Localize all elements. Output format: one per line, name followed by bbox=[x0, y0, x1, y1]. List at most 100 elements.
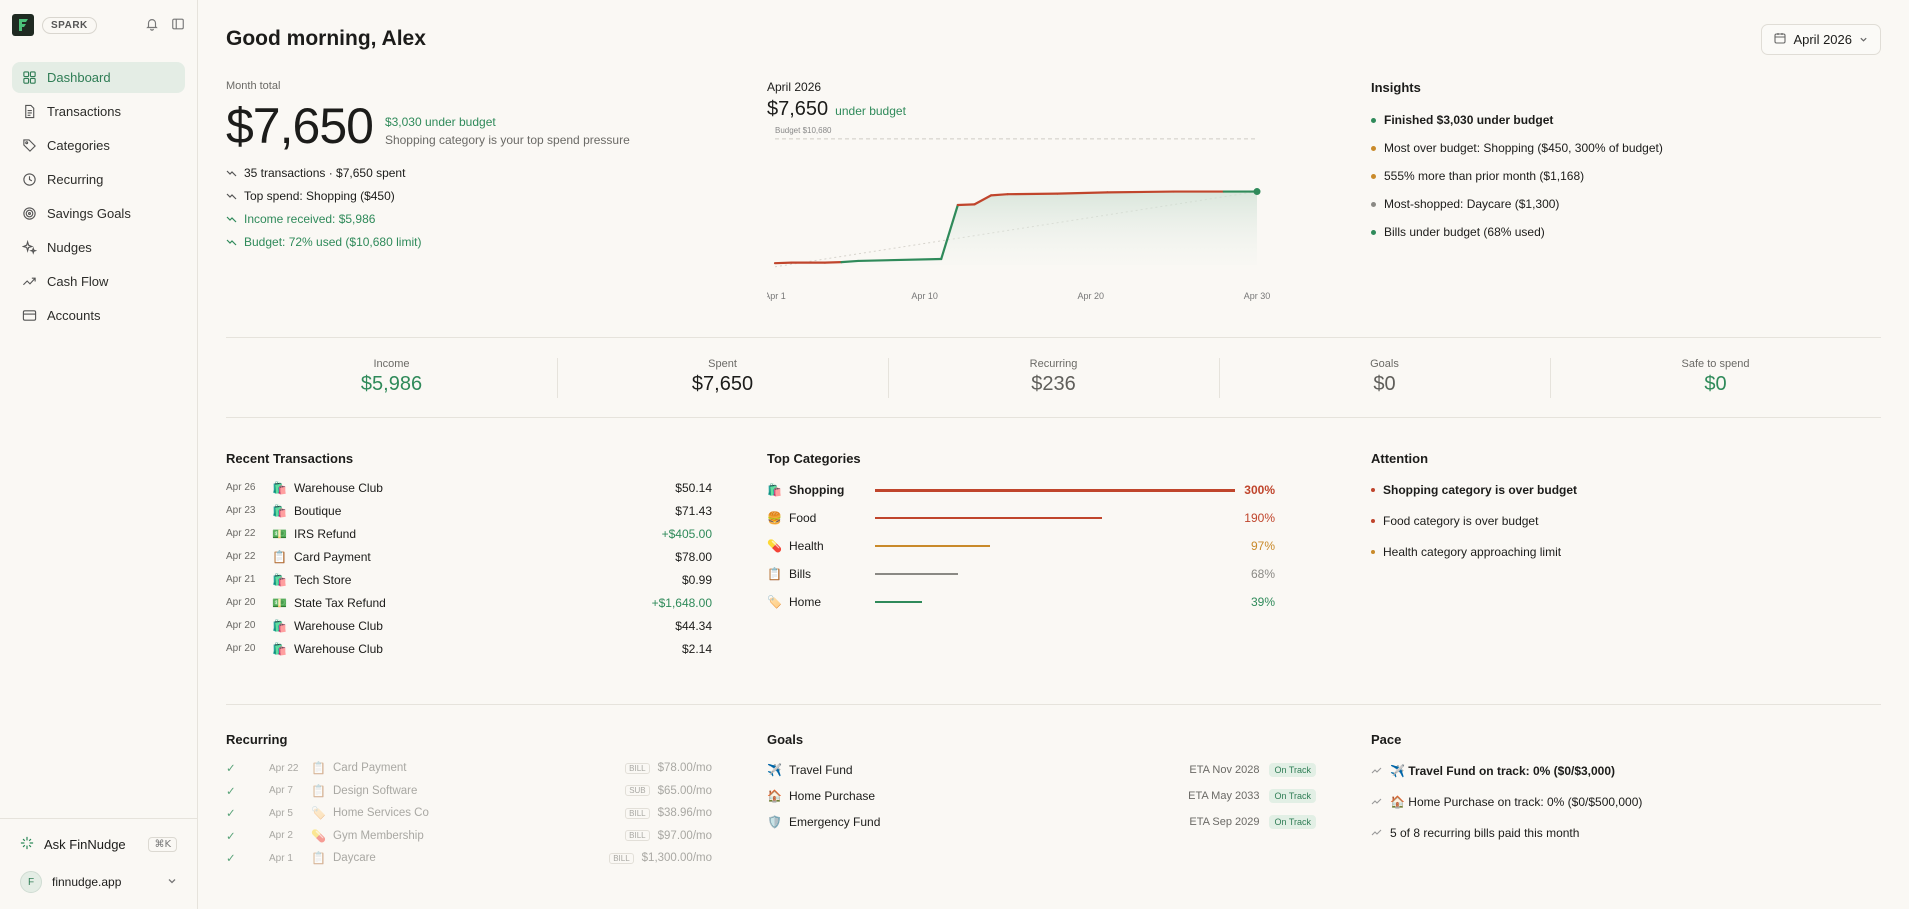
category-row[interactable]: 🛍️ Shopping 300% bbox=[767, 476, 1371, 504]
trend-icon bbox=[22, 274, 37, 289]
summary-list: 35 transactions · $7,650 spent Top spend:… bbox=[226, 166, 767, 249]
brand-pill: SPARK bbox=[42, 16, 97, 34]
check-icon: ✓ bbox=[226, 830, 236, 843]
stat-label: Spent bbox=[708, 358, 737, 370]
goals-title: Goals bbox=[767, 732, 804, 747]
sidebar-item-dashboard[interactable]: Dashboard bbox=[12, 62, 185, 93]
sidebar-item-nudges[interactable]: Nudges bbox=[12, 232, 185, 263]
recurring-row[interactable]: ✓ Apr 1 📋 Daycare BILL $1,300.00/mo bbox=[226, 847, 712, 870]
spend-line-segment bbox=[989, 193, 1009, 197]
recurring-name: Daycare bbox=[333, 852, 376, 865]
category-bar-track bbox=[875, 545, 1235, 547]
sidebar-item-savings-goals[interactable]: Savings Goals bbox=[12, 198, 185, 229]
tx-amount: +$405.00 bbox=[661, 526, 712, 541]
summary-line-text: Income received: $5,986 bbox=[244, 212, 376, 226]
spend-line-segment bbox=[1056, 191, 1109, 195]
goal-icon: ✈️ bbox=[767, 763, 782, 777]
spend-chart-panel: April 2026 $7,650 under budget Budget $1… bbox=[764, 80, 1371, 337]
month-total-panel: Month total $7,650 $3,030 under budget S… bbox=[226, 80, 767, 337]
category-bar bbox=[875, 545, 991, 547]
attention-title: Attention bbox=[1371, 451, 1429, 466]
recurring-name: Gym Membership bbox=[333, 829, 424, 842]
category-name: Food bbox=[789, 511, 817, 525]
recurring-type-tag: BILL bbox=[609, 852, 634, 864]
table-row[interactable]: Apr 22 📋 Card Payment $78.00 bbox=[226, 545, 712, 568]
stat-spent: Spent $7,650 bbox=[557, 338, 888, 417]
sidebar-item-recurring[interactable]: Recurring bbox=[12, 164, 185, 195]
table-row[interactable]: Apr 20 💵 State Tax Refund +$1,648.00 bbox=[226, 591, 712, 614]
category-row[interactable]: 💊 Health 97% bbox=[767, 532, 1371, 560]
insights-title: Insights bbox=[1371, 80, 1421, 95]
sidebar-toggle-icon[interactable] bbox=[171, 17, 185, 34]
tx-amount: $2.14 bbox=[681, 641, 712, 656]
sidebar-item-transactions[interactable]: Transactions bbox=[12, 96, 185, 127]
budget-label: Budget $10,680 bbox=[775, 127, 832, 135]
attention-text: Health category approaching limit bbox=[1383, 545, 1562, 559]
category-row[interactable]: 📋 Bills 68% bbox=[767, 560, 1371, 588]
category-bar-track bbox=[875, 601, 1235, 603]
recurring-row[interactable]: ✓ Apr 22 📋 Card Payment BILL $78.00/mo bbox=[226, 757, 712, 780]
category-icon: 📋 bbox=[311, 851, 326, 866]
x-tick-label: Apr 20 bbox=[1078, 291, 1105, 301]
sparkle-icon bbox=[20, 836, 34, 853]
category-icon: 📋 bbox=[272, 549, 287, 564]
category-icon: 💵 bbox=[272, 526, 287, 541]
x-tick-label: Apr 30 bbox=[1244, 291, 1271, 301]
sidebar-item-label: Recurring bbox=[47, 172, 104, 187]
tx-date: Apr 20 bbox=[226, 643, 256, 654]
bullet-dot bbox=[1371, 550, 1375, 554]
table-row[interactable]: Apr 20 🛍️ Warehouse Club $44.34 bbox=[226, 614, 712, 637]
chevron-down-icon bbox=[167, 875, 177, 889]
table-row[interactable]: Apr 23 🛍️ Boutique $71.43 bbox=[226, 499, 712, 522]
goal-row[interactable]: 🛡️ Emergency Fund ETA Sep 2029 On Track bbox=[767, 809, 1316, 835]
x-tick-label: Apr 1 bbox=[767, 291, 786, 301]
logo[interactable] bbox=[12, 14, 34, 36]
insight-item: Finished $3,030 under budget bbox=[1371, 113, 1881, 127]
table-row[interactable]: Apr 26 🛍️ Warehouse Club $50.14 bbox=[226, 476, 712, 499]
tx-amount: $78.00 bbox=[675, 549, 712, 564]
tx-name: Tech Store bbox=[294, 572, 352, 587]
tx-amount: $71.43 bbox=[675, 503, 712, 518]
sidebar-item-accounts[interactable]: Accounts bbox=[12, 300, 185, 331]
sparkle-icon bbox=[22, 240, 37, 255]
stat-value: $7,650 bbox=[691, 373, 754, 395]
recurring-title: Recurring bbox=[226, 732, 288, 747]
account-switcher[interactable]: F finnudge.app bbox=[12, 865, 185, 899]
insight-item: 555% more than prior month ($1,168) bbox=[1371, 169, 1881, 183]
goal-row[interactable]: ✈️ Travel Fund ETA Nov 2028 On Track bbox=[767, 757, 1316, 783]
sidebar-item-label: Categories bbox=[47, 138, 110, 153]
goal-eta: ETA May 2033 bbox=[1188, 790, 1260, 802]
tx-date: Apr 23 bbox=[226, 505, 256, 516]
month-picker-button[interactable]: April 2026 bbox=[1761, 23, 1881, 55]
ask-finnudge-button[interactable]: Ask FinNudge ⌘K bbox=[12, 829, 185, 859]
attention-text: Food category is over budget bbox=[1383, 514, 1539, 528]
stats-strip: Income $5,986 Spent $7,650 Recurring $236 Goal… bbox=[226, 338, 1881, 418]
recurring-row[interactable]: ✓ Apr 2 💊 Gym Membership BILL $97.00/mo bbox=[226, 825, 712, 848]
attention-item: Food category is over budget bbox=[1371, 514, 1881, 528]
table-row[interactable]: Apr 20 🛍️ Warehouse Club $2.14 bbox=[226, 637, 712, 660]
category-icon: 🛍️ bbox=[272, 618, 287, 633]
spend-line-segment bbox=[1006, 192, 1059, 196]
goals-panel: Goals ✈️ Travel Fund ETA Nov 2028 On Track 🏠… bbox=[767, 732, 1371, 870]
category-bar-track bbox=[875, 489, 1235, 492]
goal-row[interactable]: 🏠 Home Purchase ETA May 2033 On Track bbox=[767, 783, 1316, 809]
insights-panel: Insights Finished $3,030 under budget Mos… bbox=[1371, 80, 1881, 337]
insight-item: Most over budget: Shopping ($450, 300% o… bbox=[1371, 141, 1881, 155]
recurring-row[interactable]: ✓ Apr 7 📋 Design Software SUB $65.00/mo bbox=[226, 780, 712, 803]
avatar: F bbox=[20, 871, 42, 893]
summary-line: Top spend: Shopping ($450) bbox=[226, 189, 767, 203]
pace-title: Pace bbox=[1371, 732, 1402, 747]
tx-name: Card Payment bbox=[294, 549, 371, 564]
goal-name: Home Purchase bbox=[789, 789, 876, 803]
status-badge: On Track bbox=[1269, 789, 1316, 803]
recurring-row[interactable]: ✓ Apr 5 🏷️ Home Services Co BILL $38.96/mo bbox=[226, 802, 712, 825]
category-icon: 📋 bbox=[311, 783, 326, 798]
sidebar-item-cash-flow[interactable]: Cash Flow bbox=[12, 266, 185, 297]
category-row[interactable]: 🏷️ Home 39% bbox=[767, 588, 1371, 616]
table-row[interactable]: Apr 21 🛍️ Tech Store $0.99 bbox=[226, 568, 712, 591]
table-row[interactable]: Apr 22 💵 IRS Refund +$405.00 bbox=[226, 522, 712, 545]
sidebar-item-categories[interactable]: Categories bbox=[12, 130, 185, 161]
category-icon: 📋 bbox=[767, 567, 782, 581]
bell-icon[interactable] bbox=[145, 17, 159, 34]
category-row[interactable]: 🍔 Food 190% bbox=[767, 504, 1371, 532]
